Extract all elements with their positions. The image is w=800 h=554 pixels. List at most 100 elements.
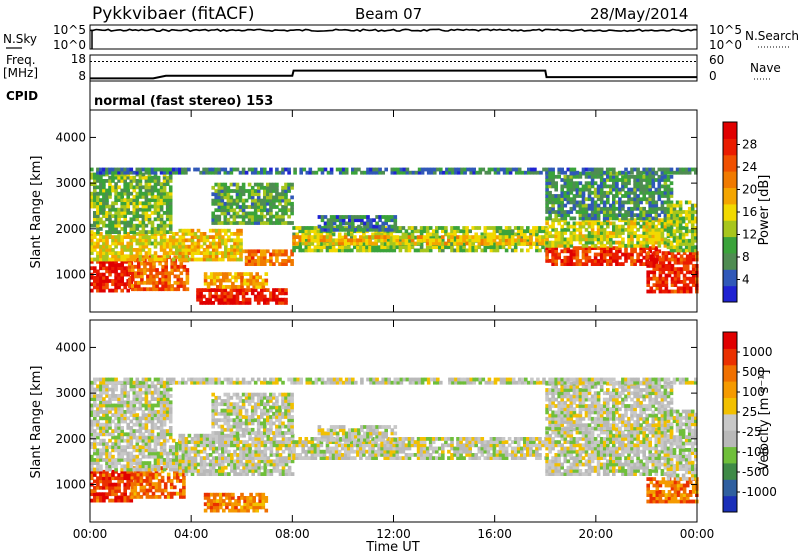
heatmap-cell	[581, 184, 586, 189]
heatmap-cell	[99, 211, 103, 215]
heatmap-cell	[181, 459, 186, 464]
heatmap-cell	[208, 472, 213, 476]
heatmap-cell	[226, 301, 231, 305]
heatmap-cell	[114, 251, 118, 255]
heatmap-cell	[165, 438, 170, 443]
heatmap-cell	[93, 438, 97, 443]
heatmap-cell	[96, 435, 100, 440]
heatmap-cell	[670, 270, 675, 275]
heatmap-cell	[217, 192, 222, 197]
heatmap-cell	[96, 432, 100, 437]
heatmap-cell	[214, 189, 218, 193]
heatmap-cell	[217, 189, 222, 193]
heatmap-cell	[609, 262, 613, 266]
heatmap-cell	[244, 288, 249, 292]
heatmap-cell	[545, 190, 549, 195]
heatmap-cell	[331, 241, 336, 246]
heatmap-cell	[462, 232, 466, 237]
heatmap-cell	[389, 232, 394, 237]
heatmap-cell	[232, 301, 237, 305]
heatmap-cell	[642, 170, 646, 175]
heatmap-cell	[444, 241, 448, 246]
heatmap-cell	[328, 248, 333, 253]
heatmap-cell	[153, 397, 158, 401]
heatmap-cell	[105, 201, 109, 206]
heatmap-cell	[250, 198, 255, 203]
heatmap-cell	[275, 301, 279, 305]
heatmap-cell	[193, 462, 198, 467]
heatmap-cell	[114, 429, 118, 433]
heatmap-cell	[624, 259, 628, 263]
heatmap-cell	[281, 252, 285, 257]
heatmap-cell	[290, 185, 294, 190]
heatmap-cell	[593, 190, 598, 195]
heatmap-cell	[664, 286, 669, 291]
heatmap-cell	[224, 251, 228, 255]
heatmap-cell	[185, 277, 190, 282]
heatmap-cell	[489, 245, 494, 250]
heatmap-cell	[111, 406, 115, 411]
heatmap-cell	[669, 187, 674, 192]
heatmap-cell	[214, 192, 218, 197]
heatmap-cell	[684, 210, 689, 214]
heatmap-cell	[114, 241, 118, 246]
heatmap-cell	[310, 226, 315, 230]
heatmap-cell	[196, 440, 201, 444]
heatmap-cell	[575, 170, 580, 175]
heatmap-cell	[554, 187, 558, 192]
heatmap-cell	[551, 262, 555, 266]
heatmap-cell	[241, 182, 246, 187]
heatmap-cell	[96, 238, 100, 243]
heatmap-cell	[99, 492, 103, 497]
heatmap-cell	[123, 230, 127, 234]
heatmap-cell	[593, 255, 598, 260]
heatmap-cell	[144, 175, 149, 180]
heatmap-cell	[93, 492, 97, 497]
heatmap-cell	[114, 272, 118, 277]
heatmap-cell	[337, 245, 342, 250]
heatmap-cell	[404, 238, 409, 243]
heatmap-cell	[214, 241, 219, 246]
heatmap-cell	[141, 438, 146, 443]
heatmap-cell	[642, 194, 646, 198]
heatmap-cell	[96, 254, 100, 259]
heatmap-cell	[140, 287, 144, 292]
heatmap-cell	[138, 182, 143, 186]
heatmap-cell	[646, 260, 650, 265]
heatmap-cell	[102, 248, 106, 252]
heatmap-cell	[596, 231, 601, 235]
heatmap-cell	[551, 252, 555, 257]
heatmap-cell	[99, 448, 103, 453]
heatmap-cell	[272, 182, 276, 187]
heatmap-cell	[505, 170, 510, 175]
heatmap-cell	[453, 235, 457, 240]
heatmap-cell	[492, 235, 497, 239]
heatmap-cell	[501, 229, 506, 234]
heatmap-cell	[126, 454, 130, 459]
heatmap-cell	[377, 238, 381, 243]
heatmap-cell	[93, 394, 97, 398]
heatmap-cell	[516, 229, 521, 234]
heatmap-cell	[196, 228, 201, 233]
heatmap-cell	[639, 178, 643, 182]
heatmap-cell	[236, 251, 240, 255]
heatmap-cell	[168, 416, 173, 421]
heatmap-cell	[263, 189, 267, 193]
heatmap-cell	[378, 170, 382, 175]
heatmap-cell	[618, 187, 622, 192]
heatmap-cell	[165, 238, 170, 243]
y-tick-label: 3000	[55, 176, 86, 190]
heatmap-cell	[211, 465, 216, 470]
heatmap-cell	[171, 461, 176, 465]
heatmap-cell	[645, 174, 649, 179]
heatmap-cell	[153, 207, 158, 212]
heatmap-cell	[162, 416, 167, 421]
heatmap-cell	[380, 235, 384, 239]
heatmap-cell	[675, 245, 680, 250]
power-y-axis-label: Slant Range [km]	[29, 156, 44, 269]
heatmap-cell	[102, 251, 106, 255]
heatmap-cell	[359, 235, 363, 239]
heatmap-cell	[105, 384, 109, 389]
heatmap-cell	[548, 224, 552, 229]
heatmap-cell	[278, 208, 282, 213]
